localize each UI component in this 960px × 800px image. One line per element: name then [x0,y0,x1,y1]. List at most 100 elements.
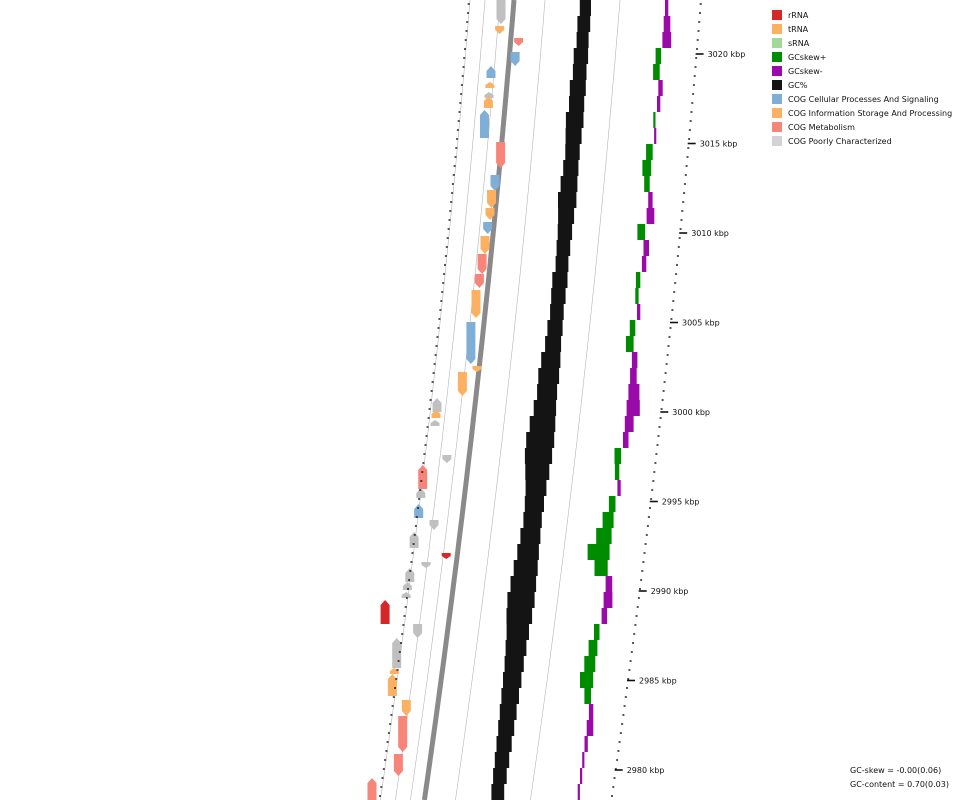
legend-item-cog-poor: COG Poorly Characterized [772,134,952,148]
gc-skew-bar [584,688,591,704]
gene-feature [387,674,397,696]
legend-swatch [772,136,782,146]
gc-skew-bar [637,224,646,240]
gene-feature [486,66,496,78]
legend-swatch [772,24,782,34]
gc-skew-bar [626,400,640,416]
legend-label: COG Poorly Characterized [788,136,892,146]
legend-swatch [772,108,782,118]
legend-item-gc: GC% [772,78,952,92]
gene-feature [416,488,426,498]
guide-circle [455,0,546,800]
legend: rRNA tRNA sRNA GCskew+ GCskew- GC% COG C… [772,8,952,148]
legend-swatch [772,94,782,104]
legend-label: GCskew+ [788,52,827,62]
gc-skew-bar [594,560,608,576]
gc-skew-bar [654,128,657,144]
legend-item-cog-info: COG Information Storage And Processing [772,106,952,120]
gc-skew-bar [602,512,614,528]
gc-skew-bar [605,576,613,592]
gene-feature [431,410,441,418]
gene-features [367,0,524,800]
gc-skew-bar [653,64,660,80]
gc-skew-bar [588,640,598,656]
gc-skew-bar [658,80,663,96]
guide-circle [395,0,486,800]
gc-skew-bar [663,16,671,32]
gc-skew-bar [617,480,621,496]
gene-feature [413,624,423,638]
scale-label: 3000 kbp [672,408,710,417]
legend-item-srna: sRNA [772,36,952,50]
gene-feature [485,208,495,220]
gene-feature [483,96,493,108]
legend-swatch [772,10,782,20]
gc-skew-bar [646,144,653,160]
gc-skew-bar [584,656,596,672]
scale-label: 3015 kbp [700,140,738,149]
gene-feature [398,716,408,752]
gc-skew-bar [580,768,583,784]
gene-feature [409,532,419,548]
gc-skew-bar [657,96,661,112]
gc-skew-bar [608,496,616,512]
legend-label: GCskew- [788,66,823,76]
gc-skew-bar [594,624,600,640]
gc-skew-bar [603,592,613,608]
gene-feature [401,592,411,598]
legend-label: COG Cellular Processes And Signaling [788,94,939,104]
gc-content-stat: GC-content = 0.70(0.03) [850,780,949,789]
legend-label: GC% [788,80,808,90]
gene-feature [414,504,424,518]
gc-skew-bar [653,112,656,128]
gene-feature [487,190,496,208]
gene-feature [471,290,481,318]
gc-skew-bar [629,320,636,336]
gc-skew-bar [641,256,647,272]
gene-feature [474,274,484,288]
gc-skew-bar [596,528,612,544]
gene-feature [514,38,524,46]
scale-label: 3020 kbp [708,50,746,59]
gc-skew-bar [635,288,639,304]
gc-content-band [491,0,591,800]
gc-skew-bar [577,784,580,800]
gene-feature [429,520,439,530]
legend-item-gcskew-pos: GCskew+ [772,50,952,64]
scale-label: 3005 kbp [682,319,720,328]
gc-skew-bar [584,736,588,752]
gc-skew-bar [637,304,641,320]
gc-skew-bar [655,48,662,64]
scale-label: 2990 kbp [651,587,689,596]
gene-feature [421,562,431,568]
scale-label: 2985 kbp [639,677,677,686]
legend-item-gcskew-neg: GCskew- [772,64,952,78]
gc-skew-bar [665,0,669,16]
legend-label: sRNA [788,38,810,48]
gc-skew-bar [646,208,655,224]
legend-label: rRNA [788,10,809,20]
gene-feature [480,110,489,138]
gene-feature [480,236,490,254]
gc-skew-bar [614,464,620,480]
scale-label: 2980 kbp [627,766,665,775]
gc-skew-bar [586,720,594,736]
gc-skew-bar [643,240,649,256]
gc-skew-bar [635,272,641,288]
gc-skew-bar [587,544,610,560]
gc-skew-bar [642,160,652,176]
gene-feature [405,568,415,582]
legend-swatch [772,66,782,76]
gene-feature [466,322,476,364]
gc-skew-bar [614,448,622,464]
legend-item-rrna: rRNA [772,8,952,22]
gc-skew-stat: GC-skew = -0.00(0.06) [850,766,942,775]
gc-skew-bar [582,752,585,768]
gc-skew-bar [644,176,650,192]
gc-skew-track [577,0,672,800]
gene-feature [441,553,451,559]
gc-skew-bar [623,432,629,448]
gene-feature [490,175,500,191]
legend-label: COG Information Storage And Processing [788,108,953,118]
genome-backbone [421,0,517,800]
